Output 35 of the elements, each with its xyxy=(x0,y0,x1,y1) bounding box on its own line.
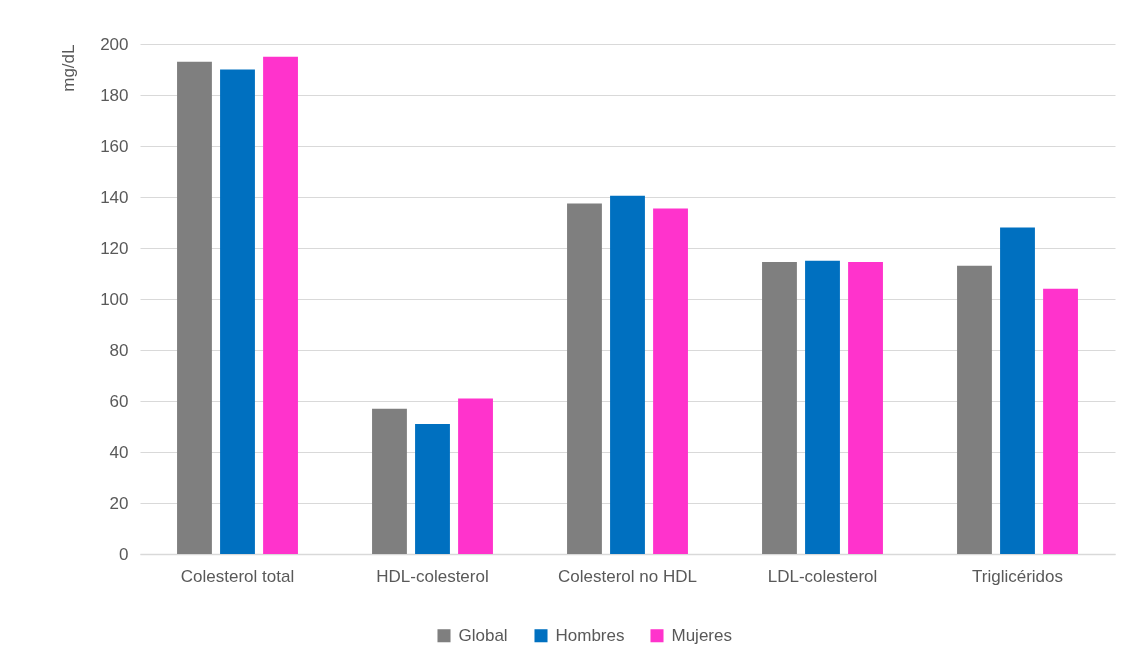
y-tick-label: 120 xyxy=(100,238,129,258)
bar xyxy=(458,398,493,554)
bar xyxy=(415,423,450,554)
y-tick-label: 200 xyxy=(100,34,129,54)
legend-label: Hombres xyxy=(555,625,625,645)
legend-label: Mujeres xyxy=(671,625,732,645)
y-tick-label: 160 xyxy=(100,136,129,156)
bar xyxy=(1043,288,1078,554)
bar xyxy=(762,262,797,554)
x-tick-label: HDL-colesterol xyxy=(376,566,489,586)
y-tick-label: 140 xyxy=(100,187,129,207)
bar xyxy=(957,265,992,554)
x-tick-label: LDL-colesterol xyxy=(767,566,878,586)
y-tick-label: 100 xyxy=(100,289,129,309)
y-tick-label: 20 xyxy=(109,493,129,513)
legend-label: Global xyxy=(458,625,508,645)
bar xyxy=(372,408,407,554)
bar xyxy=(1000,227,1035,554)
bar xyxy=(848,262,883,554)
x-tick-label: Triglicéridos xyxy=(971,566,1064,586)
y-tick-label: 80 xyxy=(109,340,129,360)
bar xyxy=(263,56,298,554)
bar xyxy=(805,260,840,554)
x-tick-label: Colesterol no HDL xyxy=(558,566,697,586)
bar xyxy=(220,69,255,554)
bar xyxy=(567,203,602,554)
y-tick-label: 0 xyxy=(119,544,129,564)
y-tick-label: 180 xyxy=(100,85,129,105)
y-axis-title: mg/dL xyxy=(59,44,79,92)
y-tick-label: 60 xyxy=(109,391,129,411)
y-tick-label: 40 xyxy=(109,442,129,462)
bar xyxy=(610,195,645,554)
bar xyxy=(177,61,212,554)
bar xyxy=(653,208,688,554)
x-tick-label: Colesterol total xyxy=(180,566,295,586)
